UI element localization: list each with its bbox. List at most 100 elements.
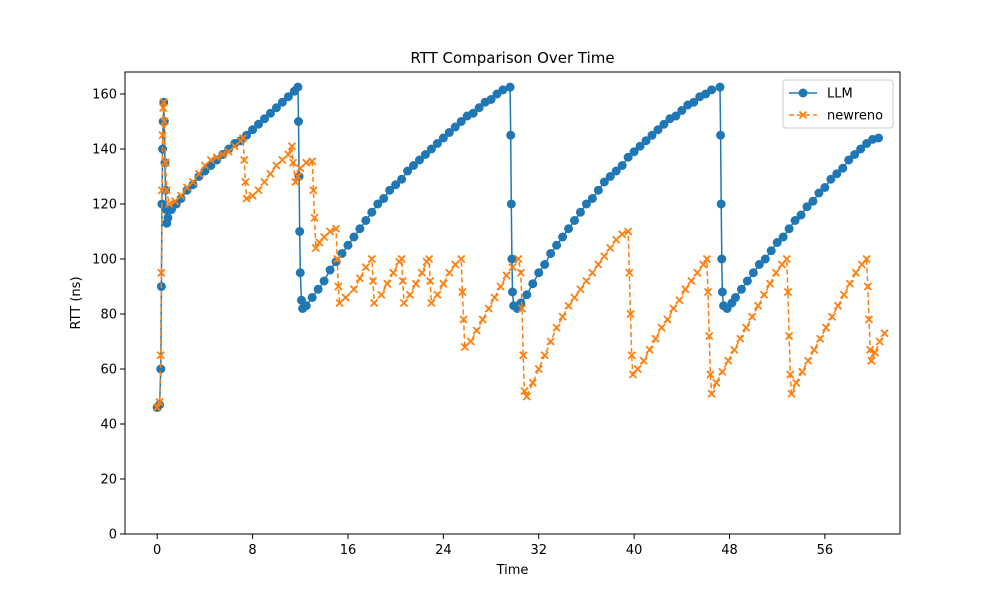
data-point xyxy=(156,364,166,374)
data-point xyxy=(484,304,493,313)
data-point xyxy=(368,276,378,286)
data-point xyxy=(558,312,567,321)
data-point xyxy=(310,213,319,222)
data-point xyxy=(309,186,318,195)
plot-area xyxy=(124,71,901,535)
data-point xyxy=(265,108,275,118)
data-point xyxy=(295,227,305,236)
data-point xyxy=(426,276,435,286)
y-tick-label: 140 xyxy=(92,143,117,158)
data-point xyxy=(798,367,807,376)
data-point xyxy=(760,254,770,264)
data-point xyxy=(736,284,746,294)
data-point xyxy=(717,254,727,264)
data-point xyxy=(576,285,585,294)
data-point xyxy=(845,279,855,288)
data-point xyxy=(599,177,609,187)
data-point xyxy=(456,117,466,126)
data-point xyxy=(383,279,392,288)
data-point xyxy=(759,290,769,299)
data-point xyxy=(862,254,871,264)
data-point xyxy=(782,254,791,264)
data-point xyxy=(161,158,170,167)
data-point xyxy=(866,345,875,354)
data-point xyxy=(742,276,752,286)
data-point xyxy=(659,119,669,129)
data-point xyxy=(295,268,305,278)
data-point xyxy=(420,150,430,159)
data-point xyxy=(863,282,872,291)
data-point xyxy=(792,378,801,387)
data-point xyxy=(641,136,651,146)
data-point xyxy=(472,326,481,335)
data-point xyxy=(194,169,204,178)
x-tick-label: 48 xyxy=(721,543,738,558)
data-point xyxy=(506,130,516,140)
data-point xyxy=(399,298,409,308)
data-point xyxy=(405,290,415,299)
data-point xyxy=(409,161,419,170)
data-point xyxy=(370,298,379,308)
data-point xyxy=(693,268,702,277)
data-point xyxy=(814,188,824,198)
data-point xyxy=(639,356,648,365)
data-point xyxy=(851,268,861,277)
data-point xyxy=(260,177,269,187)
data-point xyxy=(833,301,843,310)
data-point xyxy=(593,185,603,195)
data-point xyxy=(424,254,434,264)
data-point xyxy=(742,323,751,332)
data-point xyxy=(540,260,550,269)
data-point xyxy=(730,293,740,302)
data-point xyxy=(334,282,343,291)
data-point xyxy=(681,285,690,294)
data-point xyxy=(325,227,335,236)
data-point xyxy=(564,224,574,234)
data-point xyxy=(426,144,436,154)
data-point xyxy=(796,210,806,220)
data-point xyxy=(663,315,672,324)
x-tick-label: 32 xyxy=(530,543,547,558)
data-point xyxy=(288,158,298,167)
data-point xyxy=(606,243,615,253)
data-point xyxy=(398,276,407,286)
y-tick-label: 20 xyxy=(100,473,117,488)
data-point xyxy=(552,240,562,250)
data-point xyxy=(699,260,708,269)
data-point xyxy=(716,130,726,140)
data-point xyxy=(506,199,516,209)
data-point xyxy=(856,144,866,154)
legend-marker xyxy=(798,110,808,120)
data-point xyxy=(671,111,681,121)
data-point xyxy=(439,279,448,288)
data-point xyxy=(307,293,317,302)
y-tick-label: 80 xyxy=(100,308,117,323)
data-point xyxy=(188,177,198,187)
data-point xyxy=(457,254,466,264)
data-point xyxy=(546,249,556,258)
data-point xyxy=(301,301,311,311)
data-point xyxy=(587,194,597,203)
data-point xyxy=(839,290,849,299)
data-point xyxy=(519,351,528,360)
data-point xyxy=(415,155,424,165)
data-point xyxy=(790,216,800,225)
data-point xyxy=(379,194,389,203)
data-point xyxy=(804,356,813,365)
data-point xyxy=(581,199,591,209)
data-point xyxy=(438,133,448,143)
data-point xyxy=(248,125,258,135)
data-point xyxy=(206,155,215,165)
legend-marker xyxy=(798,88,808,98)
data-point xyxy=(588,268,597,277)
data-point xyxy=(349,232,359,242)
legend-item-llm: LLM xyxy=(789,87,853,102)
data-point xyxy=(411,279,421,288)
data-point xyxy=(468,108,478,118)
data-point xyxy=(611,166,621,176)
data-point xyxy=(361,216,371,225)
data-point xyxy=(343,240,353,250)
data-point xyxy=(242,194,251,203)
data-point xyxy=(765,279,775,288)
